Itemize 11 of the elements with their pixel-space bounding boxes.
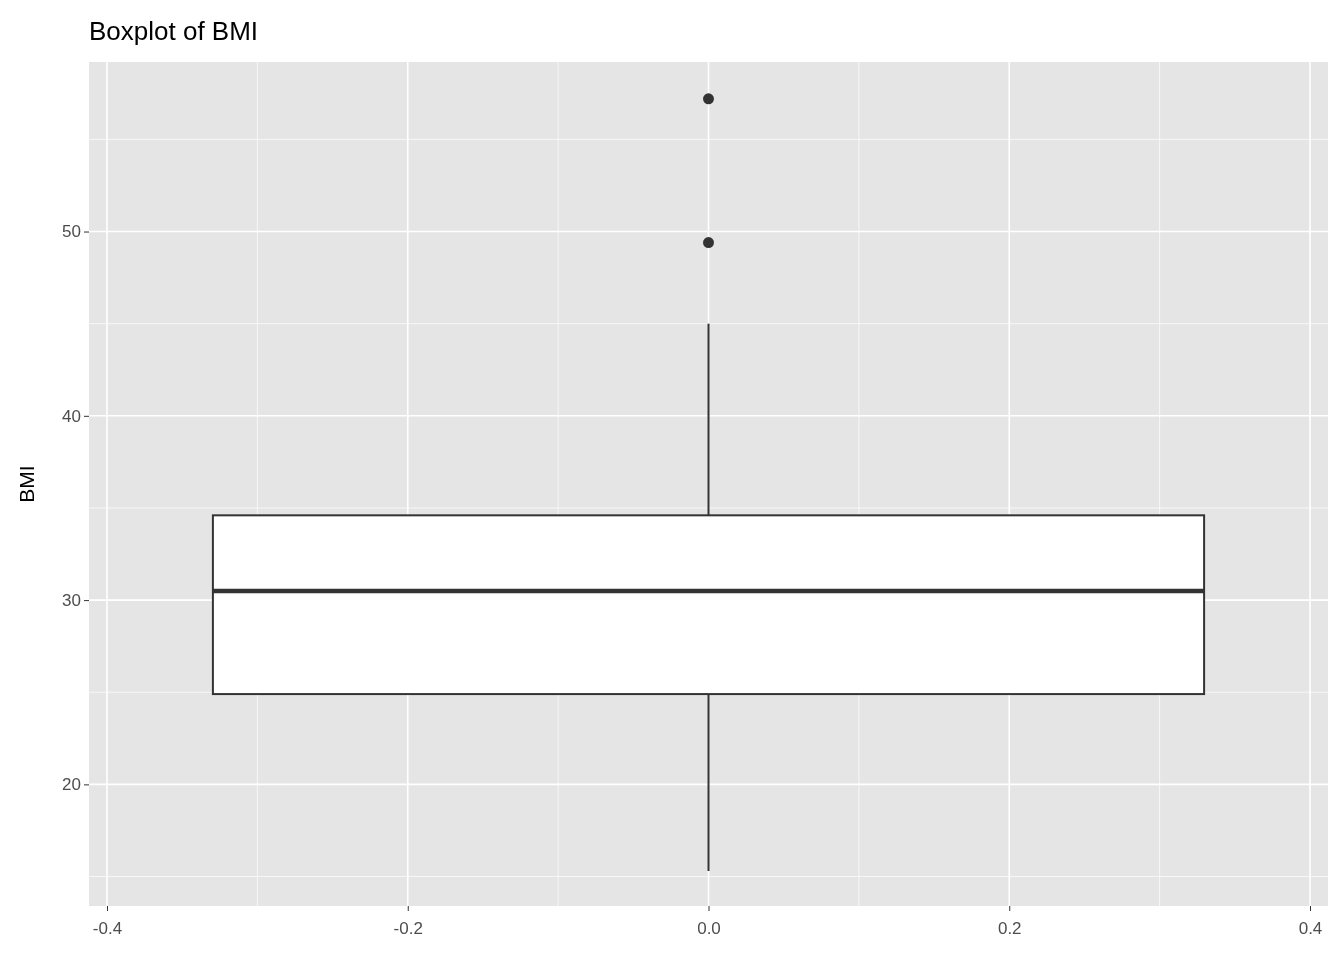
text: 0.4 bbox=[1298, 919, 1323, 939]
y-tick-label: 30 bbox=[62, 591, 81, 611]
y-tick-label: 20 bbox=[62, 775, 81, 795]
y-tick-label: 50 bbox=[62, 222, 81, 242]
chart-title: Boxplot of BMI bbox=[89, 16, 259, 46]
y-tick-label: 40 bbox=[62, 406, 81, 426]
text: -0.2 bbox=[393, 919, 423, 939]
text: 0.2 bbox=[997, 919, 1022, 939]
text: 0.0 bbox=[697, 919, 721, 939]
y-axis-title: BMI bbox=[15, 465, 38, 503]
text: -0.4 bbox=[92, 919, 123, 939]
